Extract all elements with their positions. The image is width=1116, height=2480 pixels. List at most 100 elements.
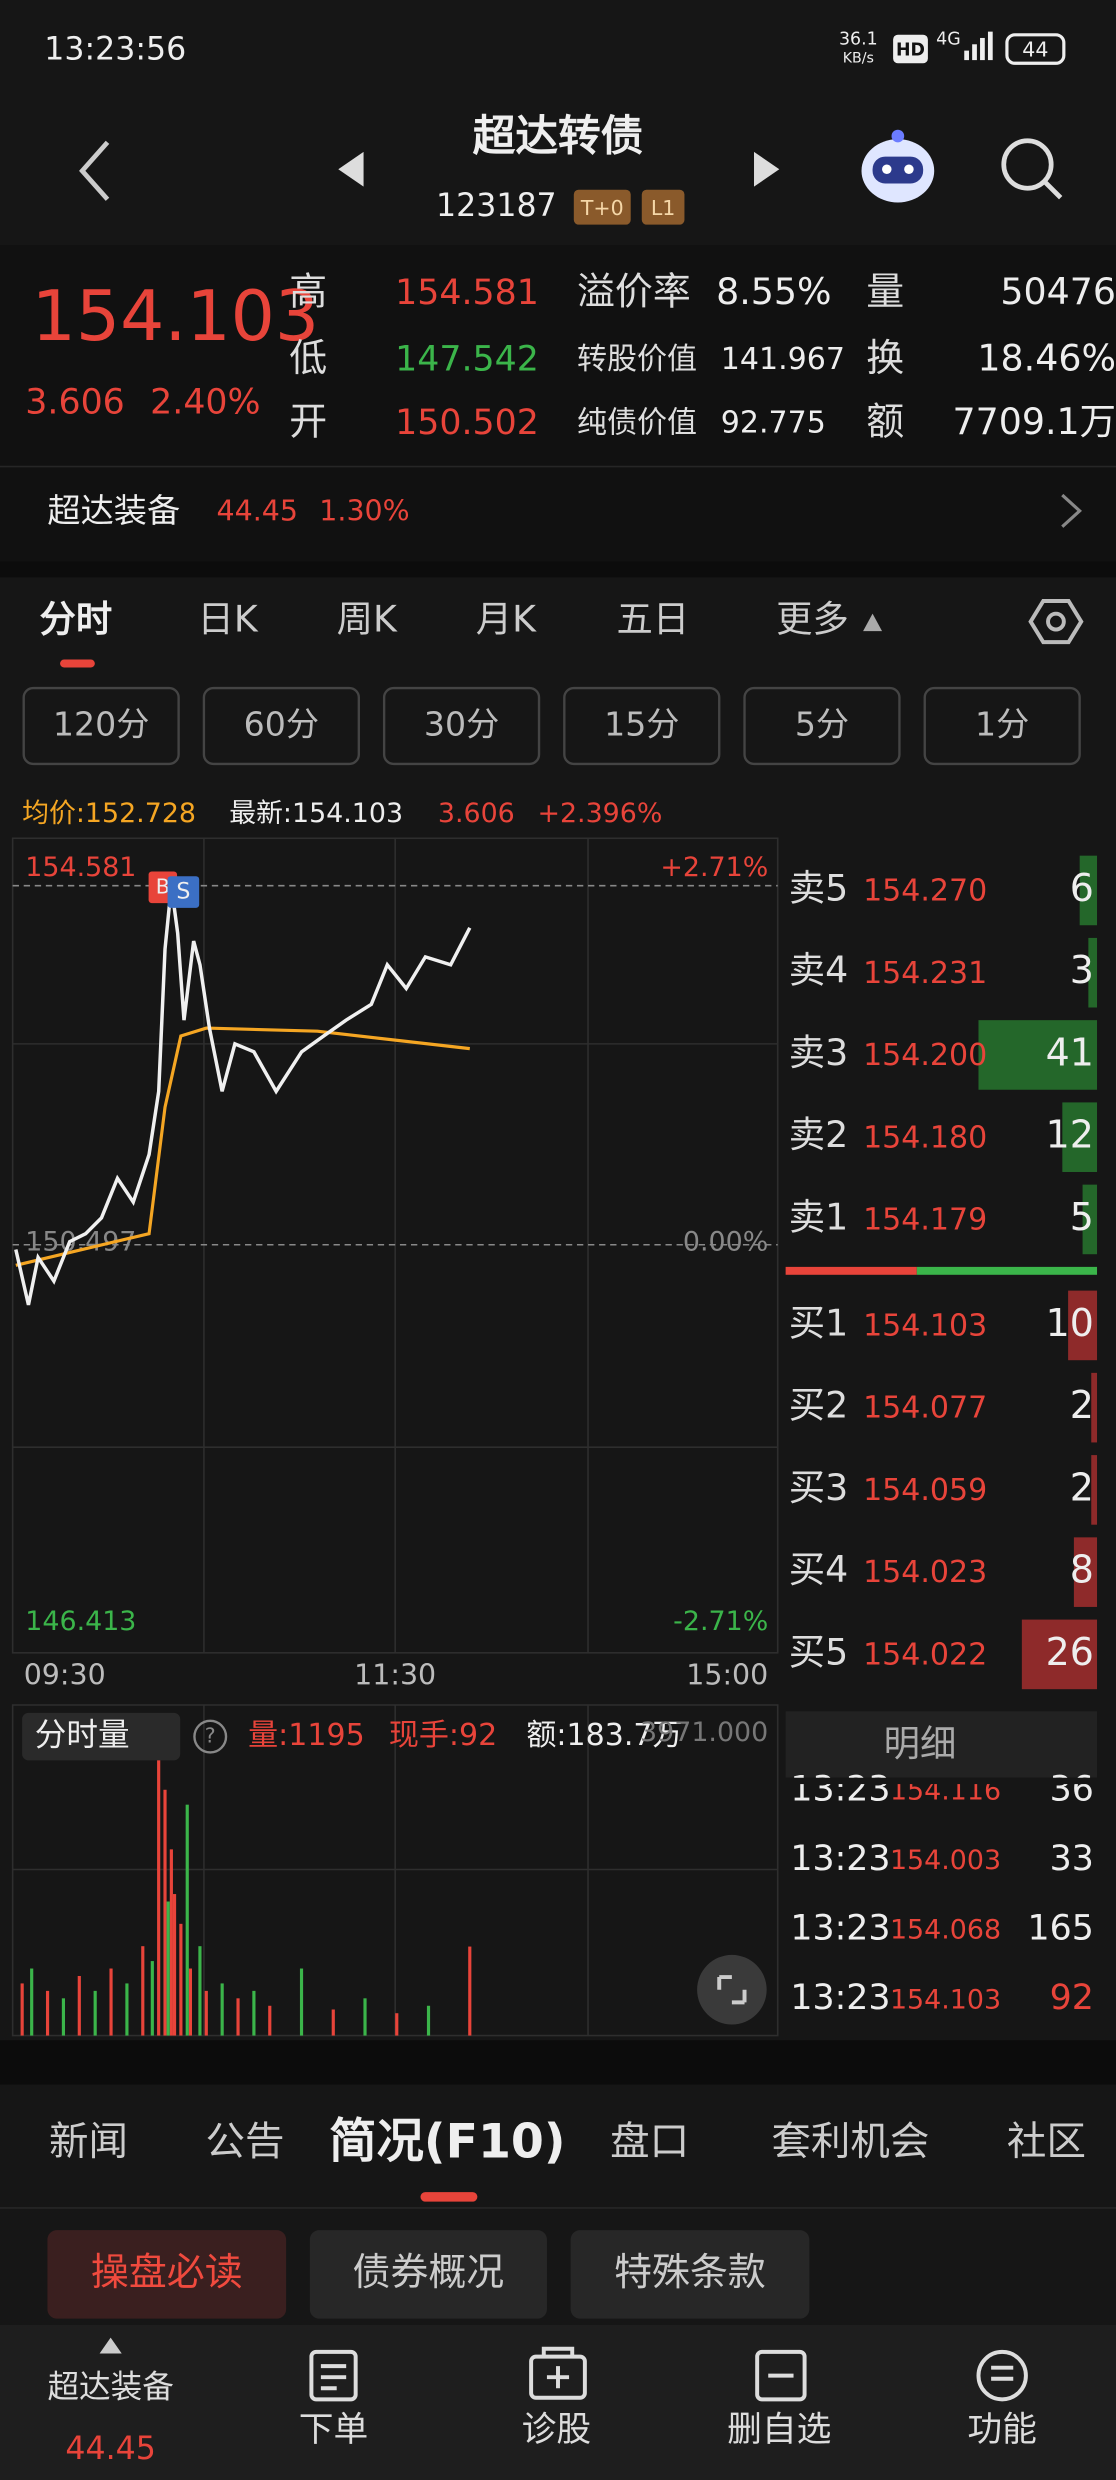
stock-name[interactable]: 超达装备 xyxy=(47,491,180,530)
signal-bar xyxy=(972,44,977,61)
prev-button[interactable] xyxy=(338,151,364,187)
book-qty: 5 xyxy=(1070,1195,1094,1239)
chevron[interactable] xyxy=(1061,493,1082,528)
expand-button[interactable] xyxy=(697,1954,767,2025)
detail-qty: 36 xyxy=(1050,1769,1094,1809)
chart-tab[interactable]: 周K xyxy=(337,598,398,641)
tag xyxy=(573,189,631,225)
stat-label: 量 xyxy=(866,270,904,314)
news-tab[interactable]: 简况(F10) xyxy=(329,2115,566,2170)
chart-tab[interactable]: 五日 xyxy=(616,598,689,641)
chart-tab[interactable]: 日K xyxy=(198,598,259,641)
pct-label: -2.71% xyxy=(673,1606,768,1637)
quote-panel xyxy=(0,245,1116,562)
news-tab[interactable]: 套利机会 xyxy=(771,2119,929,2165)
settings-icon[interactable] xyxy=(1028,599,1084,645)
tab-indicator xyxy=(60,659,95,668)
period-button[interactable] xyxy=(22,686,180,766)
stat-label: 换 xyxy=(866,336,904,380)
book-label: 买1 xyxy=(789,1301,848,1344)
pct-label: +2.71% xyxy=(660,852,768,883)
stat-value: 92.775 xyxy=(721,405,826,440)
info-pct: +2.396% xyxy=(537,798,662,829)
volume-bar xyxy=(268,2005,272,2036)
sub-tab[interactable] xyxy=(47,2230,287,2319)
battery xyxy=(1005,33,1066,65)
depth-bar xyxy=(978,1020,1098,1090)
sub-tab[interactable] xyxy=(570,2230,810,2319)
tag xyxy=(641,189,685,225)
up-arrow xyxy=(99,2337,122,2354)
net-speed-unit: KB/s xyxy=(843,51,874,67)
volume-bar xyxy=(252,1990,256,2036)
nav-item[interactable]: 功能 xyxy=(967,2410,1037,2450)
volume-bar xyxy=(150,1961,154,2036)
book-qty: 2 xyxy=(1070,1383,1094,1427)
latest-price: 最新:154.103 xyxy=(229,798,403,829)
depth-bar xyxy=(1082,1184,1098,1255)
volume-bar xyxy=(125,1983,129,2036)
news-tab[interactable]: 公告 xyxy=(206,2119,285,2165)
book-price: 154.270 xyxy=(863,874,987,909)
stat-value: 150.502 xyxy=(395,403,539,443)
nav-item[interactable]: 诊股 xyxy=(522,2410,592,2450)
period-button[interactable] xyxy=(923,686,1081,766)
volume-bar xyxy=(163,1789,167,2036)
avg-price: 均价:152.728 xyxy=(22,798,196,829)
help-icon xyxy=(193,1719,228,1754)
book-price: 154.200 xyxy=(863,1038,987,1073)
sell-marker xyxy=(167,876,200,908)
book-qty: 3 xyxy=(1070,948,1094,992)
news-tab-indicator xyxy=(420,2192,478,2202)
detail-title[interactable]: 明细 xyxy=(884,1722,957,1765)
next-button[interactable] xyxy=(754,151,780,187)
chart-tab[interactable]: 更多 xyxy=(776,598,849,641)
book-qty: 41 xyxy=(1046,1030,1094,1074)
x-label: 09:30 xyxy=(24,1659,106,1692)
volume-bar xyxy=(468,1946,472,2036)
chart-tab[interactable]: 分时 xyxy=(40,598,113,641)
news-tab[interactable]: 社区 xyxy=(1007,2119,1086,2165)
volume-bar xyxy=(395,2013,399,2036)
book-label: 买2 xyxy=(789,1384,848,1427)
x-label: 11:30 xyxy=(354,1659,436,1692)
volume-bar xyxy=(109,1968,113,2036)
volume-label: 量:1195 xyxy=(248,1718,365,1753)
period-button[interactable] xyxy=(743,686,901,766)
book-price: 154.022 xyxy=(863,1637,987,1672)
period-button[interactable] xyxy=(202,686,361,766)
news-tab[interactable]: 新闻 xyxy=(49,2119,128,2165)
hand-label: 现手:92 xyxy=(389,1718,497,1753)
search-button[interactable] xyxy=(1001,138,1063,200)
period-button[interactable] xyxy=(382,686,541,766)
nav-stock[interactable]: 超达装备 xyxy=(47,2369,173,2405)
stat-value: 141.967 xyxy=(721,342,845,377)
nav-item[interactable]: 下单 xyxy=(299,2410,369,2450)
volume-max: 3971.000 xyxy=(640,1717,768,1748)
book-label: 卖1 xyxy=(789,1195,848,1238)
book-qty: 12 xyxy=(1046,1113,1094,1157)
detail-clip xyxy=(785,1777,1098,1785)
sub-tab[interactable] xyxy=(309,2230,547,2319)
stat-label: 额 xyxy=(866,399,904,443)
tag-label: T+0 xyxy=(580,196,624,220)
news-tab[interactable]: 盘口 xyxy=(610,2119,689,2165)
nav-item[interactable]: 删自选 xyxy=(727,2410,831,2450)
assistant-icon[interactable] xyxy=(861,129,935,203)
price-line xyxy=(14,885,472,1306)
volume-bar xyxy=(299,1968,304,2036)
stat-value: 154.581 xyxy=(395,273,539,313)
volume-bar xyxy=(426,2005,431,2036)
volume-selector[interactable] xyxy=(22,1712,181,1761)
back-button[interactable] xyxy=(79,140,110,201)
period-button[interactable] xyxy=(563,686,721,766)
chart-tab[interactable]: 月K xyxy=(476,598,537,641)
book-label: 买5 xyxy=(789,1630,848,1673)
spread-bar xyxy=(916,1266,1098,1275)
volume-bar xyxy=(331,2009,335,2036)
volume-bar xyxy=(179,1923,183,2036)
last-price: 154.103 xyxy=(32,276,320,357)
detail-time: 13:23 xyxy=(790,1909,890,1949)
stat-value: 50476 xyxy=(1000,270,1116,313)
